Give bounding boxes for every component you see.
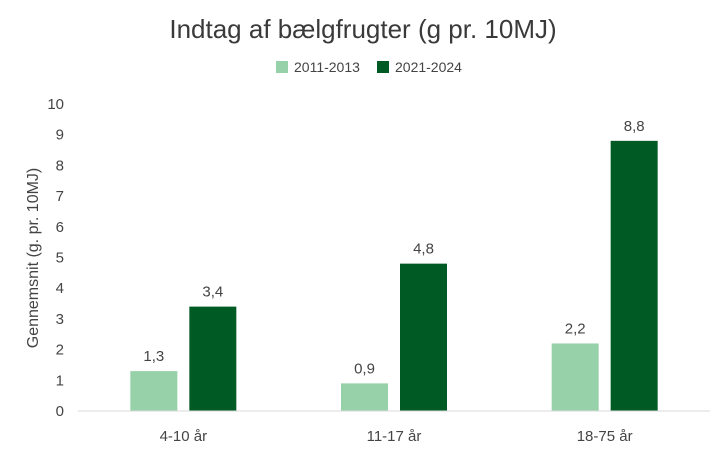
legend-swatch-2021-2024 <box>377 61 389 73</box>
data-label: 8,8 <box>624 118 645 135</box>
bars <box>130 140 658 411</box>
bar-2021-2024-18-75 år <box>610 140 658 411</box>
legend-swatch-2011-2013 <box>276 61 288 73</box>
y-tick-label: 4 <box>56 280 64 297</box>
y-tick-label: 3 <box>56 311 64 328</box>
data-label: 3,4 <box>202 284 223 301</box>
bar-2011-2013-18-75 år <box>551 343 599 411</box>
y-axis-label: Gennemsnit (g. pr. 10MJ) <box>25 168 42 349</box>
y-tick-label: 9 <box>56 127 64 144</box>
legend: 2011-2013 2021-2024 <box>276 59 462 75</box>
y-tick-label: 10 <box>47 96 64 113</box>
legend-label-2011-2013: 2011-2013 <box>294 59 360 75</box>
x-category-label: 4-10 år <box>160 428 208 445</box>
x-category-label: 11-17 år <box>367 428 422 445</box>
y-tick-label: 0 <box>56 403 64 420</box>
y-tick-label: 8 <box>56 157 64 174</box>
bar-2011-2013-11-17 år <box>341 383 388 411</box>
x-category-label: 18-75 år <box>577 428 633 445</box>
y-tick-label: 5 <box>56 250 64 267</box>
data-label: 2,2 <box>565 320 586 337</box>
y-tick-label: 7 <box>56 188 64 205</box>
legend-label-2021-2024: 2021-2024 <box>395 59 462 75</box>
y-tick-label: 2 <box>56 342 64 359</box>
data-labels: 1,3 3,4 0,9 4,8 2,2 8,8 <box>143 118 644 378</box>
bar-2021-2024-11-17 år <box>400 263 447 411</box>
bar-2021-2024-4-10 år <box>189 306 237 411</box>
chart-title: Indtag af bælgfrugter (g pr. 10MJ) <box>169 14 556 44</box>
y-tick-label: 6 <box>56 219 64 236</box>
data-label: 1,3 <box>143 348 164 365</box>
y-tick-label: 1 <box>56 372 64 389</box>
y-axis-ticks: 0 1 2 3 4 5 6 7 8 9 10 <box>47 96 64 420</box>
x-axis-categories: 4-10 år 11-17 år 18-75 år <box>160 428 633 445</box>
data-label: 4,8 <box>413 241 434 258</box>
data-label: 0,9 <box>354 360 375 377</box>
bar-2011-2013-4-10 år <box>130 371 178 411</box>
